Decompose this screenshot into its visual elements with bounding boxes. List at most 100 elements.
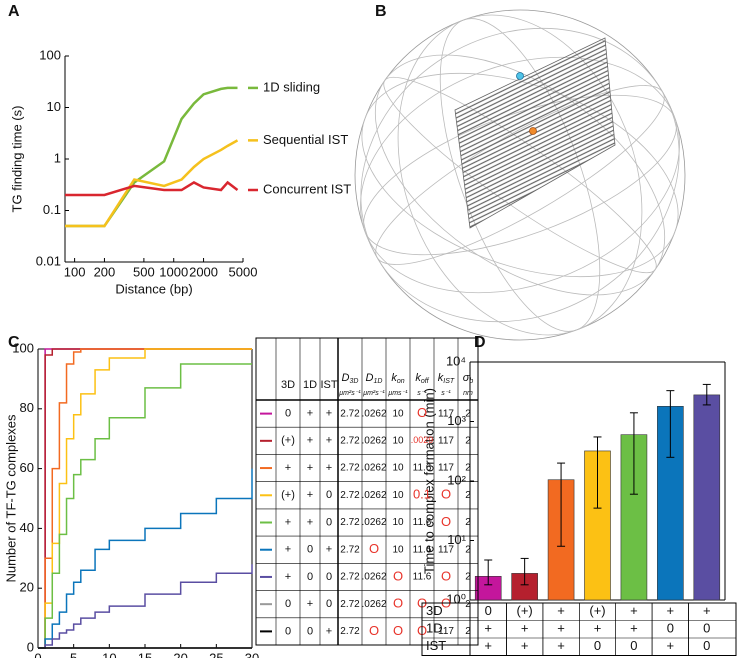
- table-cell: 0: [285, 408, 291, 420]
- table-cell: 2.72: [340, 544, 360, 555]
- table-cell: 2: [465, 572, 471, 583]
- table-cell: .0262: [361, 490, 386, 501]
- table-cell: 10: [392, 435, 404, 446]
- table-cell: O: [369, 541, 379, 556]
- table-cell: +: [521, 638, 529, 653]
- table-cell: 2: [465, 463, 471, 474]
- table-cell: 2: [465, 544, 471, 555]
- y-axis-label: Time to complex formation (min): [421, 388, 436, 574]
- table-cell: 0: [326, 571, 332, 583]
- table-cell: +: [326, 625, 332, 637]
- table-header: 3D: [281, 379, 295, 391]
- panel-label: D: [474, 334, 486, 351]
- header-symbol: k: [415, 372, 421, 384]
- x-tick-label: 25: [209, 650, 223, 658]
- table-header: koff: [415, 372, 429, 385]
- table-cell: 0: [667, 621, 674, 636]
- table-header: σb: [463, 372, 474, 385]
- header-subscript: b: [469, 378, 473, 385]
- table-cell: O: [441, 568, 451, 583]
- table-cell: 10: [392, 544, 404, 555]
- table-cell: 2.72: [340, 517, 360, 528]
- table-cell: 0: [307, 625, 313, 637]
- table-cell: +: [557, 621, 565, 636]
- table-cell: +: [307, 435, 313, 447]
- y-tick-label: 100: [39, 47, 61, 62]
- y-axis-label: Number of TF-TG complexes: [3, 414, 18, 583]
- table-unit: μm²s⁻¹: [362, 390, 385, 397]
- y-tick-label: 10: [47, 99, 61, 114]
- table-cell: 2.72: [340, 572, 360, 583]
- table-cell: 2.72: [340, 626, 360, 637]
- header-symbol: D: [366, 372, 374, 384]
- y-axis-label: TG finding time (s): [9, 106, 24, 213]
- table-cell: 2: [465, 599, 471, 610]
- table-cell: +: [307, 408, 313, 420]
- table-cell: 10: [392, 490, 404, 501]
- table-unit: s⁻¹: [441, 390, 451, 397]
- table-cell: +: [484, 621, 492, 636]
- header-symbol: k: [438, 372, 444, 384]
- table-cell: O: [393, 623, 403, 638]
- table-cell: 0: [703, 621, 710, 636]
- table-cell: 0: [307, 544, 313, 556]
- table-header: kon: [391, 372, 404, 385]
- table-cell: O: [417, 405, 427, 420]
- table-cell: +: [703, 603, 711, 618]
- table-cell: 0: [485, 603, 492, 618]
- header-subscript: on: [397, 378, 405, 385]
- table-cell: O: [393, 568, 403, 583]
- table-cell: 2: [465, 490, 471, 501]
- table-unit: μms⁻¹: [387, 390, 408, 397]
- table-cell: (+): [517, 603, 533, 618]
- x-tick-label: 200: [94, 264, 116, 279]
- table-cell: 117: [438, 408, 454, 419]
- table-unit: nm: [463, 390, 473, 397]
- table-cell: 117: [438, 463, 454, 474]
- table-cell: +: [630, 621, 638, 636]
- table-cell: 2: [465, 435, 471, 446]
- table-cell: 2.72: [340, 435, 360, 446]
- y-tick-label: 10¹: [447, 532, 466, 547]
- table-cell: .0262: [361, 572, 386, 583]
- table-cell: +: [307, 489, 313, 501]
- table-cell: 0: [630, 638, 637, 653]
- table-cell: .0262: [361, 435, 386, 446]
- table-header: IST: [320, 379, 337, 391]
- table-cell: .0262: [361, 463, 386, 474]
- table-cell: (+): [589, 603, 605, 618]
- series-line: [38, 564, 253, 649]
- panel-label: C: [8, 334, 20, 351]
- y-tick-label: 80: [20, 400, 34, 415]
- table-cell: +: [285, 516, 291, 528]
- y-tick-label: 10²: [447, 472, 466, 487]
- series-line: [65, 139, 239, 228]
- table-cell: 11.6: [413, 463, 432, 474]
- header-subscript: 3D: [350, 378, 359, 385]
- table-cell: 0: [326, 489, 332, 501]
- y-tick-label: 40: [20, 520, 34, 535]
- table-cell: O: [393, 596, 403, 611]
- table-cell: 10: [392, 517, 404, 528]
- header-symbol: σ: [463, 372, 470, 384]
- x-tick-label: 30: [245, 650, 259, 658]
- header-symbol: k: [391, 372, 397, 384]
- legend-label: Sequential IST: [263, 132, 348, 147]
- x-tick-label: 100: [64, 264, 86, 279]
- legend-label: Concurrent IST: [263, 181, 351, 196]
- y-tick-label: 0.1: [43, 202, 61, 217]
- table-cell: O: [441, 487, 451, 502]
- table-cell: +: [326, 544, 332, 556]
- y-tick-label: 100: [12, 340, 34, 355]
- y-tick-label: 0: [27, 639, 34, 654]
- sphere-illustration: [354, 9, 686, 341]
- table-cell: 0: [285, 625, 291, 637]
- table-cell: 0: [326, 598, 332, 610]
- header-subscript: IST: [443, 378, 455, 385]
- table-cell: +: [326, 462, 332, 474]
- x-tick-label: 10: [102, 650, 116, 658]
- table-cell: .0029: [411, 435, 434, 445]
- table-cell: +: [630, 603, 638, 618]
- y-tick-label: 10⁴: [446, 353, 466, 368]
